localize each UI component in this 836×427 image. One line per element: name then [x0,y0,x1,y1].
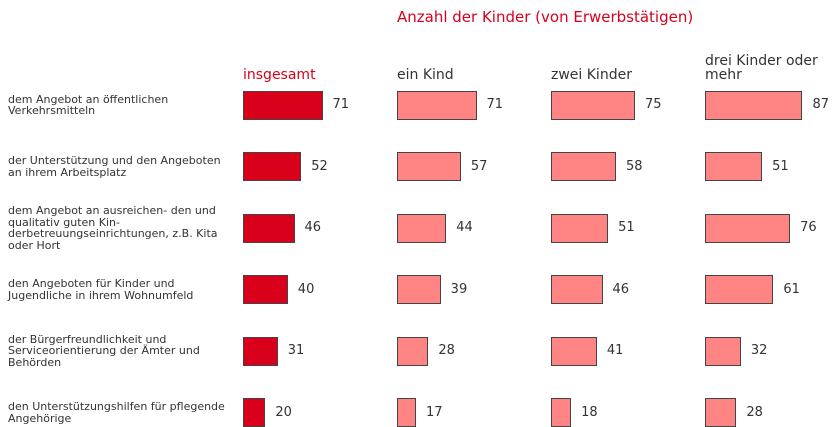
value-label: 75 [645,97,662,112]
category-label: der Unterstützung und den Angeboten an i… [8,154,221,179]
value-label: 41 [606,343,624,358]
value-label: 28 [746,404,763,420]
bar [551,336,597,366]
value-label: 32 [750,343,768,358]
bar [243,152,302,181]
value-label: 71 [332,97,350,112]
legend-label: insgesamt [243,67,316,83]
category-label: der Bürgerfreundlichkeit und Serviceorie… [8,332,200,369]
bar [705,213,791,243]
value-label: 20 [275,404,292,420]
value-label: 46 [304,220,322,235]
category-label: dem Angebot an ausreichen- den und quali… [8,204,218,252]
legend-label: zwei Kinder [551,67,632,83]
value-label: 61 [783,281,800,297]
value-label: 44 [456,220,473,235]
legend-label: ein Kind [397,67,454,83]
bar [551,275,603,304]
chart-title: Anzahl der Kinder (von Erwerbstätigen) [397,8,694,26]
category-label: den Unterstützungshilfen für pflegende A… [8,400,225,425]
value-label: 17 [426,404,443,420]
value-label: 18 [581,404,598,420]
bar [397,275,441,304]
category-label: den Angeboten für Kinder und Jugendliche… [8,277,194,302]
bar [705,90,803,120]
value-label: 87 [812,97,829,112]
value-label: 71 [486,97,504,112]
value-label: 76 [800,220,817,235]
bar [243,336,278,366]
value-label: 57 [470,158,488,174]
bar [551,90,635,120]
bar [397,90,477,120]
bar [397,336,429,366]
category-label: dem Angebot an öffentlichen Verkehrsmitt… [8,92,169,117]
value-label: 40 [297,281,315,297]
legend-label: drei Kinder oder mehr [705,53,818,83]
bar [397,152,461,181]
bar [551,152,616,181]
bar [243,213,295,243]
bar [243,90,323,120]
value-label: 52 [311,158,328,174]
value-label: 46 [612,281,630,297]
value-label: 31 [287,343,305,358]
bar [705,336,741,366]
bar [705,152,763,181]
value-label: 58 [625,158,643,174]
bar [551,213,609,243]
value-label: 51 [772,158,789,174]
bar [243,398,266,427]
value-label: 51 [618,220,635,235]
bar [551,398,572,427]
bar [397,213,447,243]
bar [705,275,774,304]
value-label: 28 [438,343,455,358]
bar [705,398,737,427]
value-label: 39 [450,281,468,297]
bar [397,398,417,427]
bar [243,275,288,304]
